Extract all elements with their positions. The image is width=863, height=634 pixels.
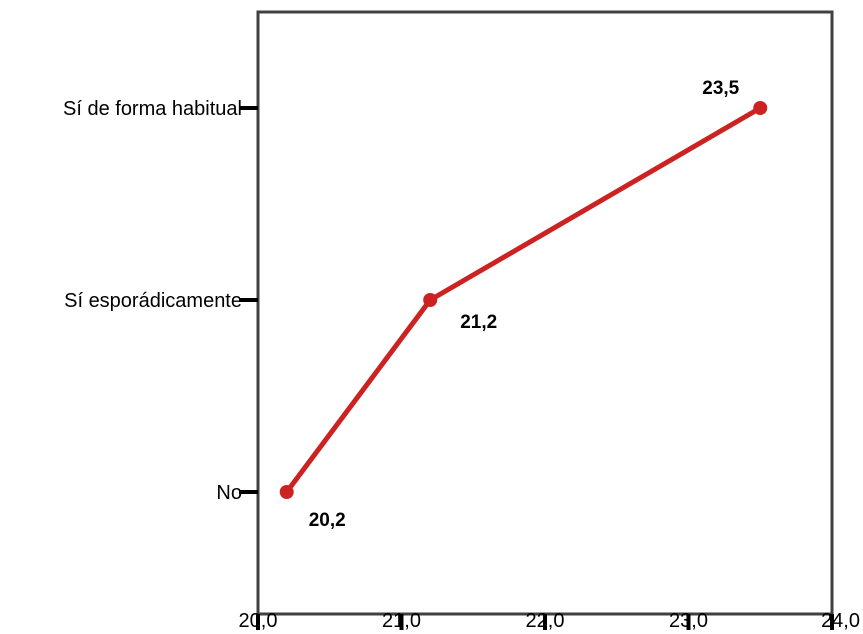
- series-line: [284, 105, 763, 495]
- y-tick-label: No: [216, 482, 242, 504]
- x-tick-label: 24,0: [821, 610, 860, 632]
- data-label: 23,5: [702, 78, 739, 99]
- x-tick-label: 22,0: [526, 610, 565, 632]
- data-point: [753, 101, 768, 115]
- x-tick-label: 23,0: [669, 610, 708, 632]
- y-tick-label: Sí esporádicamente: [64, 290, 242, 312]
- data-label: 21,2: [460, 312, 497, 333]
- y-tick-label: Sí de forma habitual: [63, 98, 242, 120]
- data-point: [279, 485, 294, 499]
- data-point: [423, 293, 438, 307]
- data-label: 20,2: [309, 510, 346, 531]
- x-tick-label: 20,0: [239, 610, 278, 632]
- x-tick-label: 21,0: [382, 610, 421, 632]
- y-axis: No Sí esporádicamente Sí de forma habitual: [63, 98, 258, 504]
- x-axis: 20,0 21,0 22,0 23,0 24,0: [239, 610, 860, 632]
- series-layer: 20,2 21,2 23,5: [279, 78, 768, 531]
